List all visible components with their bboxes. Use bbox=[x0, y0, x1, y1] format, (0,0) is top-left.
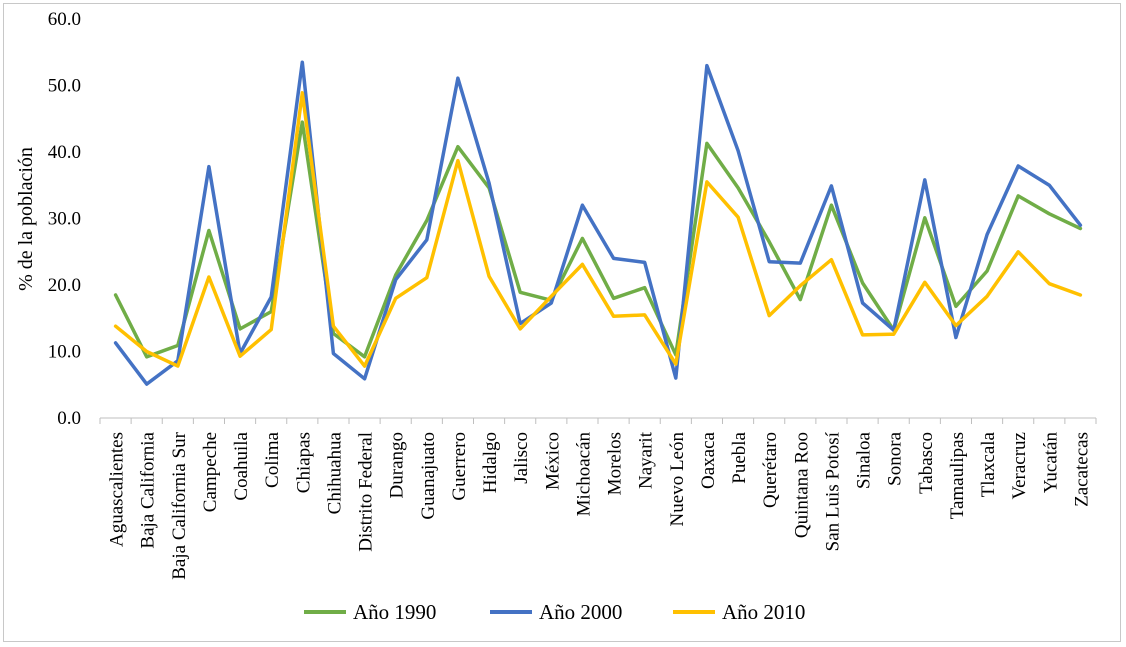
x-tick-label: Veracruz bbox=[1009, 432, 1030, 500]
x-tick-label: Oaxaca bbox=[698, 431, 719, 489]
series-line bbox=[113, 91, 1083, 368]
x-tick-label: Jalisco bbox=[511, 432, 532, 484]
x-tick-label: México bbox=[542, 432, 563, 490]
legend: Año 1990 Año 2000 Año 2010 bbox=[304, 600, 805, 624]
series-lines bbox=[113, 60, 1083, 386]
x-tick-label: Hidalgo bbox=[480, 432, 501, 493]
x-tick-label: Querétaro bbox=[760, 432, 781, 508]
x-tick-label: Sinaloa bbox=[854, 431, 875, 489]
x-tick-label: Nuevo León bbox=[667, 432, 688, 527]
x-tick-label: Yucatán bbox=[1040, 432, 1061, 494]
x-tick-label: Baja California bbox=[138, 431, 159, 548]
y-tick-label: 50.0 bbox=[48, 76, 81, 97]
line-chart: 0.0 10.0 20.0 30.0 40.0 50.0 60.0 Aguascalient… bbox=[15, 9, 1097, 624]
legend-label: Año 1990 bbox=[353, 600, 436, 624]
x-tick-label: Zacatecas bbox=[1071, 432, 1092, 507]
y-tick-label: 40.0 bbox=[48, 142, 81, 163]
y-tick-label: 30.0 bbox=[48, 209, 81, 230]
x-tick-label: Quintana Roo bbox=[791, 432, 812, 538]
legend-label: Año 2010 bbox=[722, 600, 805, 624]
y-axis: 0.0 10.0 20.0 30.0 40.0 50.0 60.0 bbox=[48, 9, 81, 429]
x-tick-label: Morelos bbox=[605, 432, 626, 495]
x-tick-label: Puebla bbox=[729, 431, 750, 483]
x-tick-label: Tabasco bbox=[916, 432, 937, 494]
x-tick-label: Campeche bbox=[200, 432, 221, 512]
x-tick-label: Sonora bbox=[885, 431, 906, 485]
x-tick-label: Nayarit bbox=[636, 431, 657, 489]
x-tick-label: Tamaulipas bbox=[947, 432, 968, 519]
y-tick-label: 0.0 bbox=[57, 408, 81, 429]
y-tick-label: 10.0 bbox=[48, 342, 81, 363]
x-tick-label: Chihuahua bbox=[324, 431, 345, 514]
x-tick-label: Coahuila bbox=[231, 431, 252, 500]
x-tick-label: Distrito Federal bbox=[356, 432, 377, 552]
x-tick-label: Aguascalientes bbox=[107, 432, 128, 547]
series-line bbox=[113, 60, 1083, 386]
y-tick-label: 20.0 bbox=[48, 275, 81, 296]
x-tick-label: Tlaxcala bbox=[978, 431, 999, 497]
x-tick-label: Guerrero bbox=[449, 432, 470, 501]
x-tick-label: Durango bbox=[387, 432, 408, 498]
chart-frame: 0.0 10.0 20.0 30.0 40.0 50.0 60.0 Aguascalient… bbox=[3, 3, 1121, 642]
x-tick-label: Baja California Sur bbox=[169, 431, 190, 579]
legend-label: Año 2000 bbox=[539, 600, 622, 624]
x-tick-label: Michoacán bbox=[573, 432, 594, 517]
y-tick-label: 60.0 bbox=[48, 9, 81, 30]
x-axis: Aguascalientes Baja California Baja Califo… bbox=[99, 417, 1097, 580]
x-tick-label: Chiapas bbox=[293, 432, 314, 493]
x-tick-label: San Luis Potosí bbox=[822, 431, 843, 551]
x-tick-label: Colima bbox=[262, 431, 283, 488]
y-axis-title: % de la población bbox=[15, 147, 37, 291]
x-tick-label: Guanajuato bbox=[418, 432, 439, 520]
